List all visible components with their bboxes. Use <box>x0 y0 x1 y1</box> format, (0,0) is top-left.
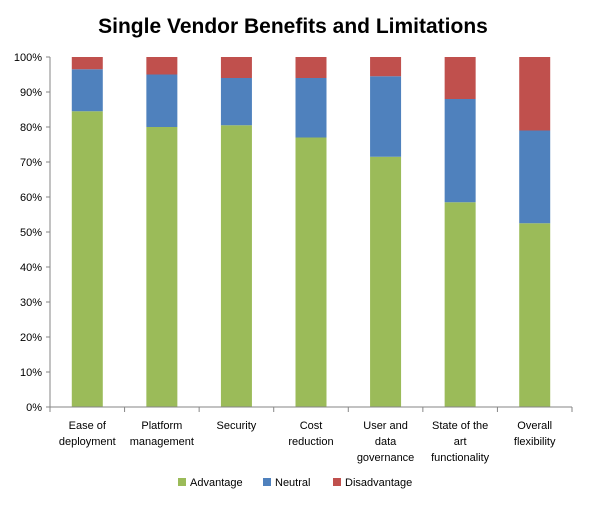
legend: Advantage Neutral Disadvantage <box>178 477 412 489</box>
y-tick-label: 60% <box>20 192 42 204</box>
plot-area <box>71 57 551 407</box>
y-tick-label: 0% <box>26 402 42 414</box>
bar-disadvantage <box>519 57 551 131</box>
y-tick-label: 30% <box>20 297 42 309</box>
y-tick-label: 50% <box>20 227 42 239</box>
legend-label-advantage: Advantage <box>190 477 243 489</box>
bar-advantage <box>519 223 551 407</box>
bar-neutral <box>370 76 402 157</box>
legend-swatch-disadvantage <box>333 478 341 486</box>
bar-neutral <box>71 69 103 112</box>
bar-advantage <box>295 137 327 407</box>
x-tick-label: Overall flexibility <box>514 420 556 448</box>
bar-neutral <box>444 99 476 203</box>
bar-disadvantage <box>370 57 402 77</box>
bar-disadvantage <box>146 57 178 75</box>
legend-swatch-neutral <box>263 478 271 486</box>
bar-advantage <box>71 111 103 407</box>
x-tick-label: Platform management <box>130 420 194 448</box>
bar-advantage <box>370 156 402 407</box>
y-tick-label: 90% <box>20 87 42 99</box>
bar-neutral <box>295 78 327 138</box>
legend-label-neutral: Neutral <box>275 477 310 489</box>
bar-disadvantage <box>71 57 103 70</box>
bar-advantage <box>220 125 252 407</box>
y-tick-label: 40% <box>20 262 42 274</box>
bar-neutral <box>519 130 551 224</box>
y-tick-label: 20% <box>20 332 42 344</box>
y-tick-label: 100% <box>14 52 42 64</box>
x-tick-label: Cost reduction <box>288 420 333 448</box>
x-tick-label: User and data governance <box>357 420 415 464</box>
y-axis: 0% 10% 20% 30% 40% 50% 60% 70% 80% 90% 100% <box>14 52 51 414</box>
bar-neutral <box>220 78 252 126</box>
y-tick-label: 10% <box>20 367 42 379</box>
bar-neutral <box>146 74 178 127</box>
bar-disadvantage <box>220 57 252 78</box>
bar-advantage <box>444 202 476 407</box>
chart-title: Single Vendor Benefits and Limitations <box>98 15 488 38</box>
legend-label-disadvantage: Disadvantage <box>345 477 412 489</box>
x-axis: Ease of deployment Platform management Secur… <box>49 406 573 464</box>
x-tick-label: Security <box>217 420 257 432</box>
x-tick-label: Ease of deployment <box>59 420 116 448</box>
bar-advantage <box>146 127 178 407</box>
bar-disadvantage <box>295 57 327 78</box>
bar-disadvantage <box>444 57 476 99</box>
legend-swatch-advantage <box>178 478 186 486</box>
y-tick-label: 80% <box>20 122 42 134</box>
y-tick-label: 70% <box>20 157 42 169</box>
x-tick-label: State of the art functionality <box>431 420 490 464</box>
